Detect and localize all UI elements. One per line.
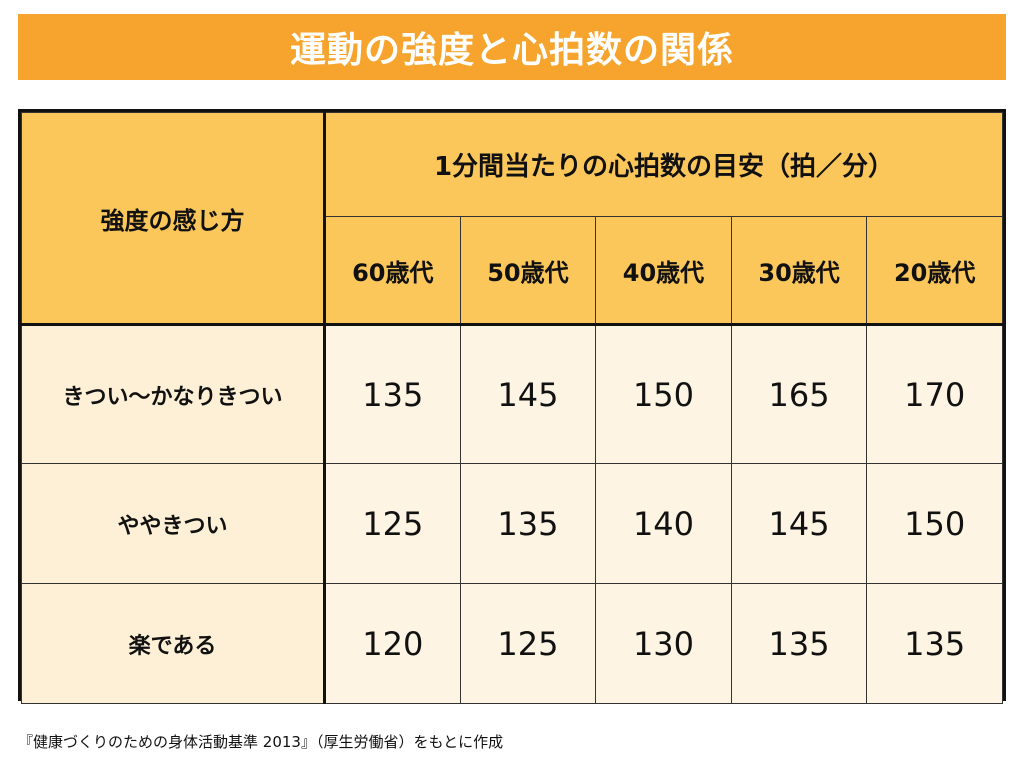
table-cell: 125 — [459, 583, 597, 704]
table-cell: 170 — [866, 324, 1003, 464]
table-cell: 120 — [324, 583, 461, 704]
corner-header: 強度の感じ方 — [21, 112, 326, 326]
table-cell: 150 — [866, 463, 1003, 584]
table-cell: 140 — [595, 463, 732, 584]
heart-rate-table: 強度の感じ方 1分間当たりの心拍数の目安（拍／分） 60歳代 50歳代 40歳代… — [18, 109, 1006, 704]
table-cell: 135 — [324, 324, 461, 464]
column-header-30s: 30歳代 — [730, 216, 868, 326]
table: 強度の感じ方 1分間当たりの心拍数の目安（拍／分） 60歳代 50歳代 40歳代… — [21, 112, 1003, 704]
table-cell: 145 — [730, 463, 868, 584]
table-cell: 135 — [730, 583, 868, 704]
table-cell: 130 — [595, 583, 732, 704]
table-cell: 135 — [866, 583, 1003, 704]
column-header-50s: 50歳代 — [459, 216, 597, 326]
table-cell: 125 — [324, 463, 461, 584]
row-label: 楽である — [21, 583, 326, 704]
row-label: きつい〜かなりきつい — [21, 324, 326, 464]
table-row: 楽である 120 125 130 135 135 — [21, 583, 1003, 704]
column-header-40s: 40歳代 — [595, 216, 732, 326]
page-title: 運動の強度と心拍数の関係 — [289, 30, 734, 71]
table-cell: 145 — [459, 324, 597, 464]
group-header: 1分間当たりの心拍数の目安（拍／分） — [324, 112, 1003, 217]
column-header-60s: 60歳代 — [324, 216, 461, 326]
table-cell: 135 — [459, 463, 597, 584]
source-footnote: 『健康づくりのための身体活動基準 2013』（厚生労働省）をもとに作成 — [18, 733, 504, 751]
table-cell: 150 — [595, 324, 732, 464]
column-header-20s: 20歳代 — [866, 216, 1003, 326]
table-cell: 165 — [730, 324, 868, 464]
title-banner: 運動の強度と心拍数の関係 — [18, 14, 1006, 80]
row-label: ややきつい — [21, 463, 326, 584]
table-row: きつい〜かなりきつい 135 145 150 165 170 — [21, 324, 1003, 464]
table-row: ややきつい 125 135 140 145 150 — [21, 463, 1003, 584]
